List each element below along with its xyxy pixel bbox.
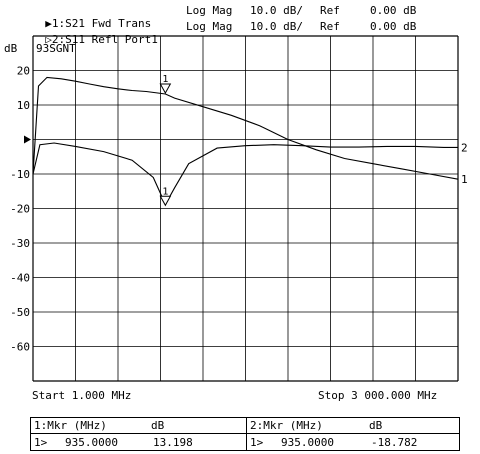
y-tick-label: -40 — [10, 272, 30, 285]
marker1-unit: dB — [151, 419, 165, 432]
marker-table-header-rule — [31, 433, 459, 434]
grid — [32, 35, 459, 382]
trace2-scale: 10.0 dB/ — [250, 20, 303, 33]
start-frequency-label: Start 1.000 MHz — [32, 389, 132, 402]
marker2-unit: dB — [369, 419, 383, 432]
marker2-index: 1> — [250, 436, 264, 449]
trace1-ref-value: 0.00 dB — [370, 4, 417, 17]
axis-unit-label: dB — [4, 42, 18, 55]
marker-triangle-icon — [159, 83, 172, 94]
trace1-scale: 10.0 dB/ — [250, 4, 303, 17]
trace-number-label: 1 — [461, 173, 468, 186]
trace1-name: 1:S21 Fwd Trans — [51, 17, 152, 30]
marker1-value: 13.198 — [153, 436, 193, 449]
y-tick-label: -60 — [10, 341, 30, 354]
marker2-value: -18.782 — [371, 436, 418, 449]
plot-annotation: 93SGNT — [36, 42, 76, 55]
marker-label: 1 — [162, 74, 168, 85]
marker1-index: 1> — [34, 436, 48, 449]
trace1-header: ▶1:S21 Fwd Trans — [32, 4, 151, 30]
marker-table: 1:Mkr (MHz) dB 1> 935.0000 13.198 2:Mkr … — [30, 417, 460, 451]
trace2-format: Log Mag — [186, 20, 233, 33]
reference-level-icon — [24, 135, 31, 144]
trace2-marker-icon: ▷ — [45, 33, 52, 46]
y-tick-label: -10 — [10, 168, 30, 181]
y-tick-label: 20 — [17, 65, 30, 78]
stop-frequency-label: Stop 3 000.000 MHz — [318, 389, 438, 402]
marker-label: 1 — [162, 186, 168, 197]
marker1-frequency: 935.0000 — [65, 436, 118, 449]
trace1-marker-icon: ▶ — [45, 17, 52, 30]
y-tick-label: -30 — [10, 237, 30, 250]
trace2-ref-value: 0.00 dB — [370, 20, 417, 33]
trace1-format: Log Mag — [186, 4, 233, 17]
trace-2 — [32, 142, 458, 206]
trace2-ref: Ref — [320, 20, 340, 33]
marker2-header: 2:Mkr (MHz) — [250, 419, 323, 432]
marker-table-divider — [246, 418, 247, 450]
y-tick-label: -20 — [10, 203, 30, 216]
y-tick-labels: 20 10 -10 -20 -30 -40 -50 -60 — [10, 65, 30, 354]
y-tick-label: 10 — [17, 99, 30, 112]
marker1-header: 1:Mkr (MHz) — [34, 419, 107, 432]
marker-triangle-icon — [159, 195, 172, 207]
y-tick-label: -50 — [10, 306, 30, 319]
marker2-frequency: 935.0000 — [281, 436, 334, 449]
traces — [32, 76, 459, 206]
overlay: 1 2 1 1 — [24, 74, 468, 207]
trace-1 — [32, 76, 459, 180]
trace1-ref: Ref — [320, 4, 340, 17]
trace-number-label: 2 — [461, 141, 468, 154]
